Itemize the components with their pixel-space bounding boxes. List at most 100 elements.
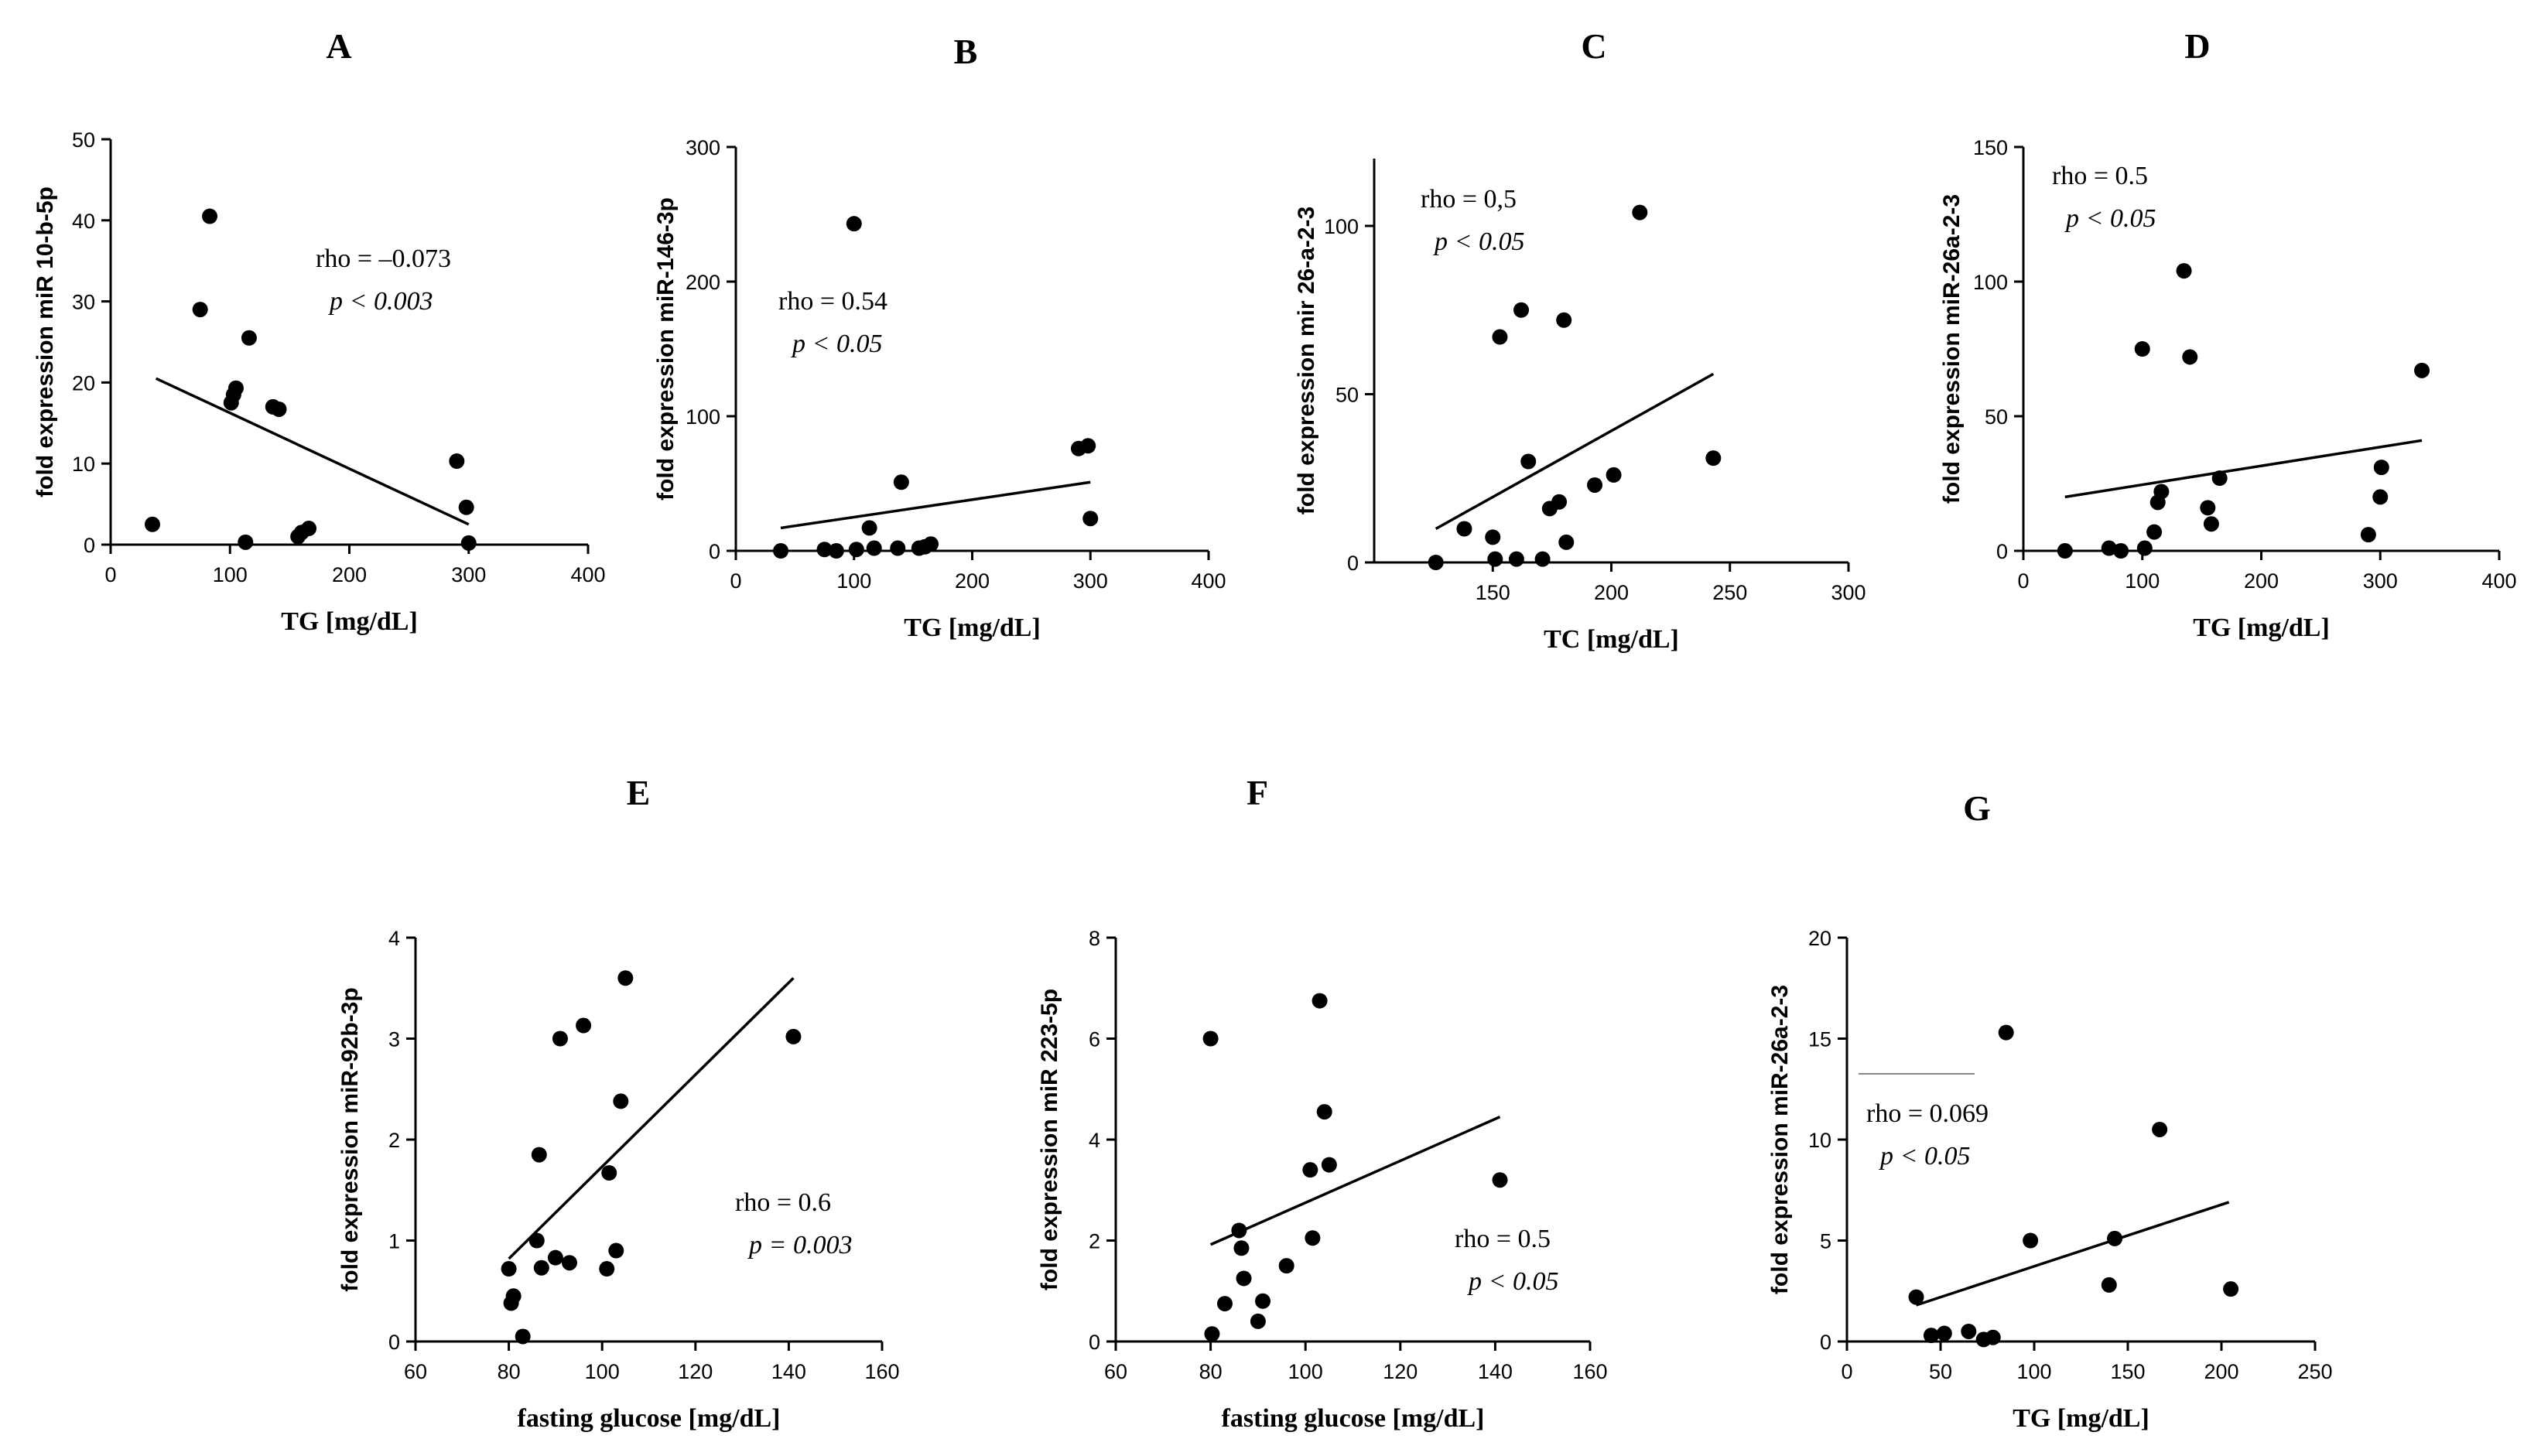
y-tick-label: 20 — [1808, 927, 1831, 950]
rho-annotation: rho = 0,5 — [1421, 185, 1517, 214]
x-tick-label: 400 — [1191, 569, 1226, 593]
x-tick-label: 100 — [2016, 1360, 2051, 1383]
data-point — [1606, 467, 1622, 483]
y-tick-label: 3 — [388, 1028, 400, 1051]
y-tick-label: 150 — [1973, 136, 2008, 159]
data-point — [1936, 1325, 1952, 1342]
x-tick-label: 160 — [1572, 1360, 1607, 1383]
data-point — [1961, 1323, 1977, 1339]
panel-c: C 150 200 250 300 0 50 100 TC [mg/dL] fold expres… — [1294, 26, 1866, 654]
x-tick-label: 60 — [404, 1360, 427, 1383]
x-tick-label: 0 — [730, 569, 741, 593]
p-value-annotation: p < 0.05 — [2064, 204, 2156, 233]
data-point — [599, 1261, 615, 1277]
rho-annotation: rho = 0.54 — [778, 287, 887, 316]
x-tick-label: 0 — [2017, 569, 2029, 593]
data-point — [271, 401, 287, 417]
p-value-annotation: p < 0.05 — [1467, 1267, 1558, 1296]
data-point — [460, 535, 477, 551]
y-tick-label: 4 — [1089, 1129, 1100, 1152]
data-point — [613, 1093, 629, 1109]
x-axis-label: fasting glucose [mg/dL] — [1222, 1404, 1485, 1433]
panel-letter: A — [326, 26, 351, 66]
data-point — [1923, 1328, 1939, 1344]
data-point — [561, 1255, 577, 1271]
x-tick-label: 250 — [1712, 581, 1747, 604]
data-point — [2203, 516, 2219, 532]
data-point — [227, 380, 244, 396]
panel-letter: C — [1581, 26, 1606, 66]
data-point — [2200, 500, 2216, 516]
rho-annotation: rho = –0.073 — [316, 244, 451, 273]
data-point — [2107, 1230, 2123, 1246]
y-tick-label: 2 — [1089, 1230, 1100, 1253]
regression-line — [508, 976, 795, 1260]
data-point — [785, 1028, 802, 1044]
p-value-annotation: p < 0.05 — [1433, 227, 1524, 256]
x-tick-label: 80 — [498, 1360, 521, 1383]
x-tick-label: 140 — [1478, 1360, 1513, 1383]
y-tick-label: 200 — [686, 271, 720, 294]
data-point — [1216, 1296, 1233, 1312]
x-tick-label: 400 — [2481, 569, 2516, 593]
y-tick-label: 300 — [686, 136, 720, 159]
y-tick-label: 6 — [1089, 1028, 1100, 1051]
panel-letter: B — [954, 32, 978, 71]
y-tick-label: 15 — [1808, 1028, 1831, 1051]
data-point — [1985, 1329, 2001, 1345]
data-point — [505, 1288, 522, 1304]
p-value-annotation: p < 0.05 — [791, 330, 882, 358]
data-point — [1316, 1104, 1332, 1120]
x-tick-label: 400 — [570, 563, 605, 586]
data-point — [1487, 551, 1503, 567]
data-point — [1632, 204, 1648, 220]
panel-f: F 60 80 100 120 140 160 0 2 4 6 8 fasting glucose [m… — [1037, 773, 1608, 1433]
y-tick-label: 0 — [388, 1331, 400, 1354]
data-point — [1202, 1030, 1219, 1047]
data-point — [608, 1242, 624, 1259]
data-point — [533, 1259, 549, 1276]
y-tick-label: 40 — [72, 210, 95, 233]
x-tick-label: 100 — [213, 563, 248, 586]
x-tick-label: 0 — [1841, 1360, 1852, 1383]
data-point — [238, 534, 254, 550]
data-point — [1587, 477, 1603, 493]
regression-line — [2064, 439, 2423, 499]
x-tick-label: 200 — [2204, 1360, 2238, 1383]
data-point — [2057, 543, 2073, 559]
regression-line — [1209, 1116, 1501, 1246]
data-point — [301, 521, 317, 537]
data-point — [1534, 551, 1551, 567]
x-tick-label: 100 — [585, 1360, 620, 1383]
x-tick-label: 60 — [1104, 1360, 1127, 1383]
data-point — [828, 543, 844, 559]
data-point — [848, 542, 864, 558]
x-tick-label: 200 — [2244, 569, 2279, 593]
data-point — [2152, 1121, 2168, 1137]
data-point — [866, 540, 882, 556]
x-tick-label: 100 — [2125, 569, 2160, 593]
data-point — [449, 453, 465, 470]
panel-b: B 0 100 200 300 400 0 100 200 300 TG [mg/dL] fold e… — [653, 32, 1226, 642]
y-tick-label: 20 — [72, 371, 95, 395]
x-tick-label: 50 — [1929, 1360, 1952, 1383]
data-point — [1492, 1172, 1508, 1188]
data-point — [1231, 1222, 1247, 1239]
data-point — [1998, 1024, 2014, 1041]
data-point — [2023, 1232, 2039, 1249]
data-point — [1705, 450, 1722, 467]
data-point — [1556, 312, 1572, 328]
data-point — [2101, 1277, 2117, 1293]
x-tick-label: 300 — [2363, 569, 2398, 593]
y-axis-label: fold expression miR-146-3p — [653, 197, 679, 501]
y-tick-label: 10 — [1808, 1129, 1831, 1152]
x-tick-label: 250 — [2297, 1360, 2332, 1383]
panel-g: G 0 50 100 150 200 250 0 5 10 15 20 TG [mg/dL] fold e… — [1767, 788, 2333, 1433]
data-point — [2373, 460, 2389, 476]
regression-line — [780, 480, 1091, 530]
y-tick-label: 0 — [84, 534, 95, 557]
x-tick-label: 120 — [1383, 1360, 1418, 1383]
panel-letter: F — [1247, 773, 1268, 812]
y-tick-label: 50 — [1335, 384, 1359, 407]
